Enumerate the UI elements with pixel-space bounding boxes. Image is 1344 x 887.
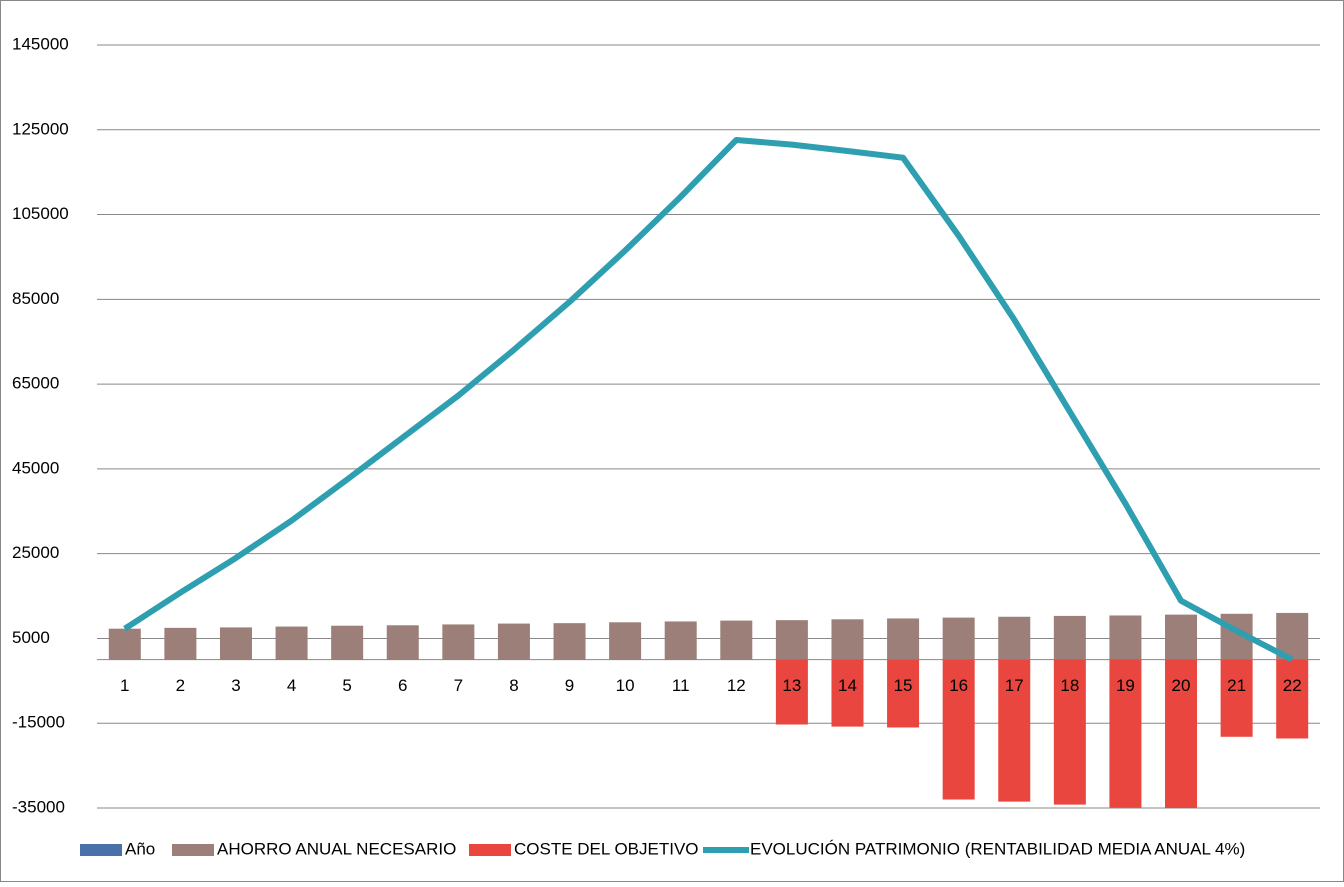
y-tick-label: 125000 bbox=[12, 119, 69, 138]
y-tick-label: -15000 bbox=[12, 713, 65, 732]
legend-label: AHORRO ANUAL NECESARIO bbox=[217, 839, 456, 858]
legend-label: Año bbox=[125, 839, 155, 858]
bar bbox=[998, 617, 1030, 660]
bar bbox=[776, 620, 808, 659]
y-tick-label: 65000 bbox=[12, 374, 59, 393]
x-tick-label: 6 bbox=[398, 676, 407, 695]
bar bbox=[1054, 616, 1086, 660]
bar bbox=[831, 619, 863, 659]
bar bbox=[498, 624, 530, 660]
bar bbox=[331, 626, 363, 660]
x-tick-label: 2 bbox=[176, 676, 185, 695]
legend-label: COSTE DEL OBJETIVO bbox=[514, 839, 699, 858]
bar bbox=[387, 625, 419, 659]
bar bbox=[1165, 615, 1197, 660]
x-tick-label: 9 bbox=[565, 676, 574, 695]
x-tick-label: 17 bbox=[1005, 676, 1024, 695]
x-tick-label: 11 bbox=[672, 676, 690, 695]
x-tick-label: 1 bbox=[120, 676, 129, 695]
y-tick-label: 145000 bbox=[12, 34, 69, 53]
y-tick-label: 85000 bbox=[12, 289, 59, 308]
y-tick-label: 45000 bbox=[12, 458, 59, 477]
bar bbox=[554, 623, 586, 659]
x-tick-label: 7 bbox=[454, 676, 463, 695]
x-tick-label: 15 bbox=[894, 676, 913, 695]
legend-label: EVOLUCIÓN PATRIMONIO (RENTABILIDAD MEDIA… bbox=[750, 839, 1245, 858]
bar bbox=[164, 628, 196, 660]
bar bbox=[276, 627, 308, 660]
x-tick-label: 18 bbox=[1060, 676, 1079, 695]
y-tick-label: -35000 bbox=[12, 797, 65, 816]
x-tick-label: 13 bbox=[782, 676, 801, 695]
bar bbox=[1221, 660, 1253, 737]
x-tick-label: 3 bbox=[231, 676, 240, 695]
bar bbox=[220, 627, 252, 659]
bar bbox=[720, 621, 752, 660]
x-tick-label: 14 bbox=[838, 676, 857, 695]
x-tick-label: 5 bbox=[342, 676, 351, 695]
x-tick-label: 12 bbox=[727, 676, 746, 695]
bar bbox=[442, 624, 474, 659]
bar bbox=[943, 618, 975, 660]
x-tick-label: 4 bbox=[287, 676, 296, 695]
bar bbox=[1109, 615, 1141, 659]
x-tick-label: 20 bbox=[1172, 676, 1191, 695]
x-tick-label: 22 bbox=[1283, 676, 1302, 695]
x-tick-label: 21 bbox=[1227, 676, 1246, 695]
y-tick-label: 5000 bbox=[12, 628, 50, 647]
y-tick-label: 25000 bbox=[12, 543, 59, 562]
bar bbox=[109, 629, 141, 660]
x-tick-label: 8 bbox=[509, 676, 518, 695]
y-tick-label: 105000 bbox=[12, 204, 69, 223]
legend-swatch bbox=[80, 844, 122, 856]
legend-swatch bbox=[469, 844, 511, 856]
bar bbox=[1276, 660, 1308, 739]
x-tick-label: 10 bbox=[616, 676, 635, 695]
bar bbox=[665, 621, 697, 659]
x-tick-label: 19 bbox=[1116, 676, 1135, 695]
bar bbox=[887, 618, 919, 659]
legend-swatch bbox=[172, 844, 214, 856]
x-tick-label: 16 bbox=[949, 676, 968, 695]
bar bbox=[609, 622, 641, 659]
